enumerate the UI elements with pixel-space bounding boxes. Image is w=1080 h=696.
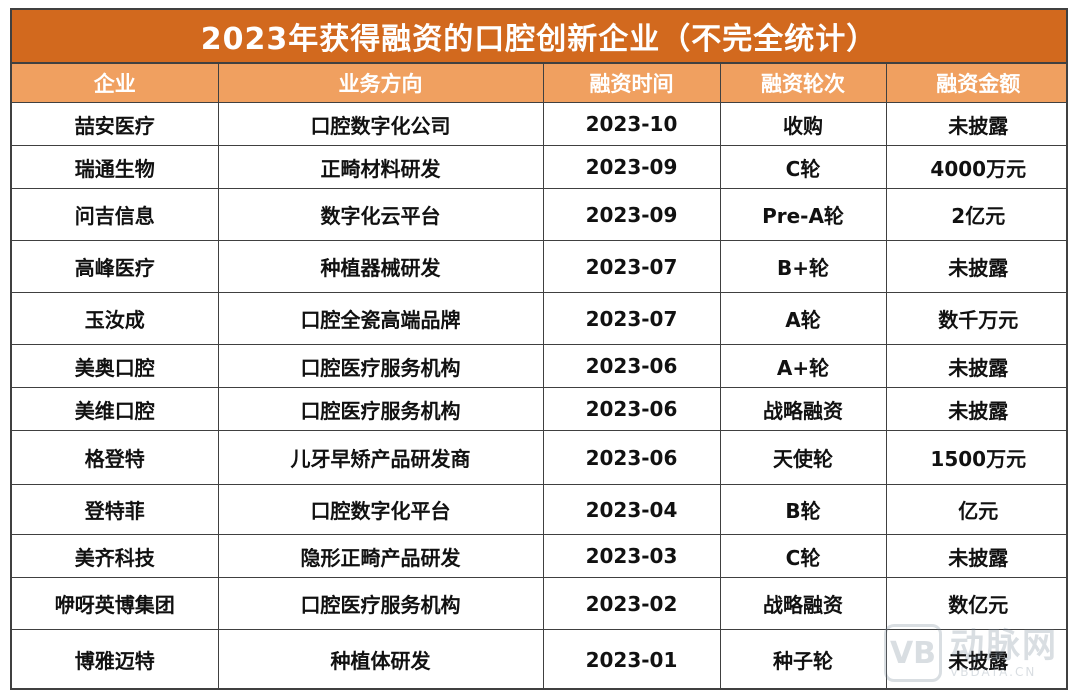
cell-company: 美齐科技 xyxy=(12,534,219,578)
table-row: 博雅迈特 种植体研发 2023-01 种子轮 未披露 xyxy=(12,629,1066,688)
table-row: 美维口腔 口腔医疗服务机构 2023-06 战略融资 未披露 xyxy=(12,387,1066,431)
cell-company: 美维口腔 xyxy=(12,387,219,431)
cell-company: 玉汝成 xyxy=(12,292,219,345)
cell-date: 2023-10 xyxy=(542,102,721,146)
cell-company: 瑞通生物 xyxy=(12,145,219,189)
cell-company: 喆安医疗 xyxy=(12,102,219,146)
cell-amount: 未披露 xyxy=(885,344,1066,388)
cell-company: 高峰医疗 xyxy=(12,240,219,293)
header-round: 融资轮次 xyxy=(719,64,887,103)
cell-round: A+轮 xyxy=(719,344,887,388)
cell-round: 天使轮 xyxy=(719,430,887,485)
table-title: 2023年获得融资的口腔创新企业（不完全统计） xyxy=(12,10,1066,64)
table-row: 咿呀英博集团 口腔医疗服务机构 2023-02 战略融资 数亿元 xyxy=(12,577,1066,630)
cell-round: 战略融资 xyxy=(719,387,887,431)
cell-date: 2023-04 xyxy=(542,484,721,535)
header-amount: 融资金额 xyxy=(885,64,1066,103)
cell-company: 格登特 xyxy=(12,430,219,485)
cell-business: 口腔医疗服务机构 xyxy=(217,344,544,388)
table-row: 喆安医疗 口腔数字化公司 2023-10 收购 未披露 xyxy=(12,102,1066,146)
table-row: 美齐科技 隐形正畸产品研发 2023-03 C轮 未披露 xyxy=(12,534,1066,578)
header-company: 企业 xyxy=(12,64,219,103)
cell-business: 种植器械研发 xyxy=(217,240,544,293)
cell-round: C轮 xyxy=(719,145,887,189)
cell-business: 口腔全瓷高端品牌 xyxy=(217,292,544,345)
cell-round: C轮 xyxy=(719,534,887,578)
cell-business: 种植体研发 xyxy=(217,629,544,688)
table-row: 玉汝成 口腔全瓷高端品牌 2023-07 A轮 数千万元 xyxy=(12,292,1066,345)
cell-business: 口腔数字化公司 xyxy=(217,102,544,146)
cell-amount: 2亿元 xyxy=(885,188,1066,241)
cell-amount: 4000万元 xyxy=(885,145,1066,189)
cell-company: 登特菲 xyxy=(12,484,219,535)
header-business: 业务方向 xyxy=(217,64,544,103)
cell-round: B+轮 xyxy=(719,240,887,293)
cell-company: 咿呀英博集团 xyxy=(12,577,219,630)
cell-business: 口腔医疗服务机构 xyxy=(217,577,544,630)
cell-round: 收购 xyxy=(719,102,887,146)
table-row: 高峰医疗 种植器械研发 2023-07 B+轮 未披露 xyxy=(12,240,1066,293)
cell-date: 2023-07 xyxy=(542,292,721,345)
table-row: 登特菲 口腔数字化平台 2023-04 B轮 亿元 xyxy=(12,484,1066,535)
cell-date: 2023-01 xyxy=(542,629,721,688)
table-row: 美奥口腔 口腔医疗服务机构 2023-06 A+轮 未披露 xyxy=(12,344,1066,388)
table-row: 格登特 儿牙早矫产品研发商 2023-06 天使轮 1500万元 xyxy=(12,430,1066,485)
cell-amount: 数千万元 xyxy=(885,292,1066,345)
cell-date: 2023-02 xyxy=(542,577,721,630)
cell-date: 2023-06 xyxy=(542,430,721,485)
cell-round: Pre-A轮 xyxy=(719,188,887,241)
cell-business: 正畸材料研发 xyxy=(217,145,544,189)
cell-date: 2023-06 xyxy=(542,387,721,431)
cell-amount: 未披露 xyxy=(885,102,1066,146)
table-row: 瑞通生物 正畸材料研发 2023-09 C轮 4000万元 xyxy=(12,145,1066,189)
cell-date: 2023-03 xyxy=(542,534,721,578)
table-row: 问吉信息 数字化云平台 2023-09 Pre-A轮 2亿元 xyxy=(12,188,1066,241)
cell-business: 口腔数字化平台 xyxy=(217,484,544,535)
cell-amount: 数亿元 xyxy=(885,577,1066,630)
cell-company: 问吉信息 xyxy=(12,188,219,241)
cell-amount: 未披露 xyxy=(885,534,1066,578)
cell-date: 2023-09 xyxy=(542,145,721,189)
cell-amount: 未披露 xyxy=(885,240,1066,293)
financing-table: 企业 业务方向 融资时间 融资轮次 融资金额 喆安医疗 口腔数字化公司 2023… xyxy=(12,64,1066,688)
cell-round: A轮 xyxy=(719,292,887,345)
cell-amount: 亿元 xyxy=(885,484,1066,535)
header-row: 企业 业务方向 融资时间 融资轮次 融资金额 xyxy=(12,64,1066,103)
cell-company: 美奥口腔 xyxy=(12,344,219,388)
cell-round: B轮 xyxy=(719,484,887,535)
cell-round: 种子轮 xyxy=(719,629,887,688)
cell-business: 儿牙早矫产品研发商 xyxy=(217,430,544,485)
cell-amount: 未披露 xyxy=(885,387,1066,431)
header-date: 融资时间 xyxy=(542,64,721,103)
cell-business: 口腔医疗服务机构 xyxy=(217,387,544,431)
cell-date: 2023-07 xyxy=(542,240,721,293)
table-frame: 2023年获得融资的口腔创新企业（不完全统计） 企业 业务方向 融资时间 融资轮… xyxy=(10,8,1068,690)
cell-business: 数字化云平台 xyxy=(217,188,544,241)
cell-business: 隐形正畸产品研发 xyxy=(217,534,544,578)
cell-round: 战略融资 xyxy=(719,577,887,630)
cell-amount: 1500万元 xyxy=(885,430,1066,485)
cell-date: 2023-09 xyxy=(542,188,721,241)
cell-company: 博雅迈特 xyxy=(12,629,219,688)
cell-date: 2023-06 xyxy=(542,344,721,388)
cell-amount: 未披露 xyxy=(885,629,1066,688)
